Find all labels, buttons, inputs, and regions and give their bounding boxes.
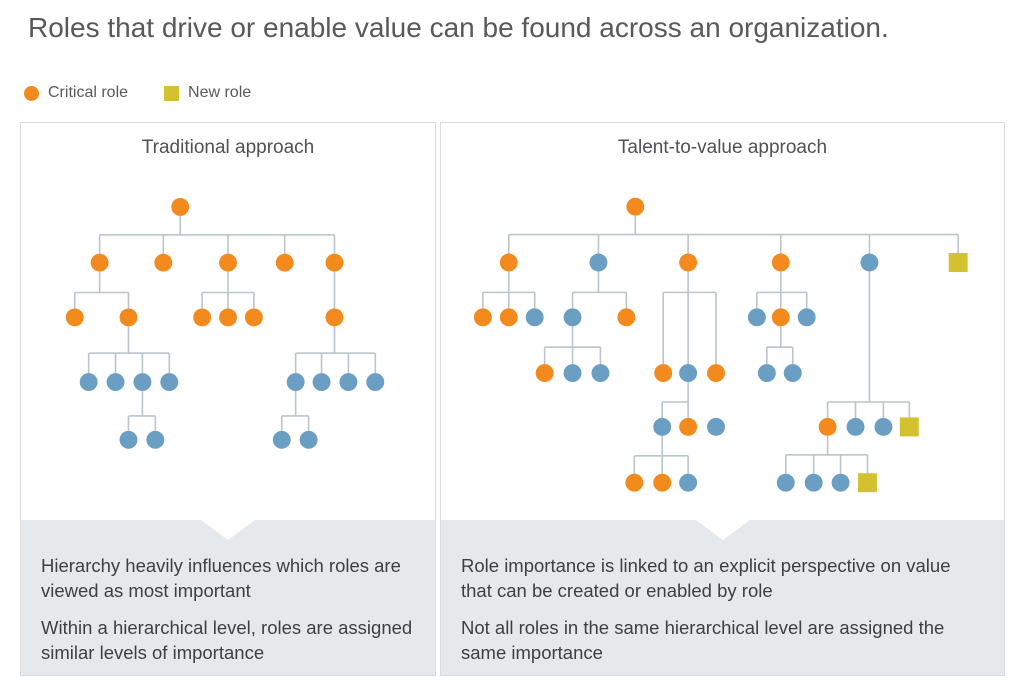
critical-role-node bbox=[771, 253, 790, 272]
caption-text: Not all roles in the same hierarchical l… bbox=[461, 617, 945, 663]
standard-role-node bbox=[525, 308, 544, 327]
critical-role-node bbox=[219, 308, 237, 327]
legend-label: New role bbox=[188, 84, 252, 101]
standard-role-node bbox=[757, 364, 776, 383]
legend-item-critical-role: Critical role bbox=[24, 84, 128, 102]
standard-role-node bbox=[679, 473, 698, 492]
critical-role-node bbox=[499, 308, 518, 327]
legend-item-new-role: New role bbox=[164, 84, 251, 102]
standard-role-node bbox=[79, 373, 98, 392]
new-role-node bbox=[899, 417, 919, 437]
standard-role-node bbox=[563, 308, 582, 327]
standard-role-node bbox=[846, 417, 865, 436]
caption-talent-to-value: Role importance is linked to an explicit… bbox=[441, 520, 1004, 675]
critical-role-node bbox=[617, 308, 636, 327]
talent-to-value-org-chart bbox=[473, 197, 968, 493]
traditional-org-chart bbox=[65, 197, 385, 449]
critical-role-node bbox=[707, 364, 725, 383]
caption-text: Hierarchy heavily influences which roles… bbox=[41, 555, 401, 601]
caption-notch-icon bbox=[201, 520, 255, 540]
critical-role-node bbox=[171, 197, 190, 216]
page-title: Roles that drive or enable value can be … bbox=[28, 12, 889, 43]
standard-role-node bbox=[797, 308, 816, 327]
legend-label: Critical role bbox=[48, 84, 129, 101]
critical-role-node bbox=[653, 473, 672, 492]
critical-role-node bbox=[535, 364, 554, 383]
critical-role-icon bbox=[24, 85, 39, 101]
standard-role-node bbox=[679, 364, 698, 383]
standard-role-node bbox=[783, 364, 802, 383]
critical-role-node bbox=[626, 197, 645, 216]
critical-role-node bbox=[65, 308, 84, 327]
standard-role-node bbox=[339, 373, 358, 392]
standard-role-node bbox=[874, 417, 893, 436]
critical-role-node bbox=[154, 253, 173, 272]
critical-role-node bbox=[654, 364, 673, 383]
standard-role-node bbox=[747, 308, 766, 327]
standard-role-node bbox=[653, 417, 672, 436]
standard-role-node bbox=[831, 473, 850, 492]
critical-role-node bbox=[325, 308, 344, 327]
critical-role-node bbox=[275, 253, 294, 272]
standard-role-node bbox=[589, 253, 608, 272]
standard-role-node bbox=[119, 430, 138, 449]
critical-role-node bbox=[818, 417, 837, 436]
standard-role-node bbox=[591, 364, 610, 383]
caption-text: Within a hierarchical level, roles are a… bbox=[41, 617, 413, 663]
standard-role-node bbox=[133, 373, 152, 392]
new-role-icon bbox=[164, 85, 180, 101]
standard-role-node bbox=[106, 373, 125, 392]
critical-role-node bbox=[244, 308, 263, 327]
panel-heading: Talent-to-value approach bbox=[617, 137, 828, 158]
critical-role-node bbox=[219, 253, 237, 272]
standard-role-node bbox=[776, 473, 795, 492]
standard-role-node bbox=[804, 473, 823, 492]
standard-role-node bbox=[299, 430, 318, 449]
caption-text: Role importance is linked to an explicit… bbox=[461, 555, 951, 601]
standard-role-node bbox=[312, 373, 331, 392]
new-role-node bbox=[948, 253, 968, 272]
critical-role-node bbox=[679, 253, 698, 272]
critical-role-node bbox=[90, 253, 109, 272]
standard-role-node bbox=[563, 364, 582, 383]
caption-traditional: Hierarchy heavily influences which roles… bbox=[21, 520, 435, 675]
critical-role-node bbox=[325, 253, 344, 272]
standard-role-node bbox=[366, 373, 385, 392]
critical-role-node bbox=[193, 308, 212, 327]
standard-role-node bbox=[860, 253, 879, 272]
critical-role-node bbox=[679, 417, 698, 436]
legend: Critical role New role bbox=[24, 84, 277, 102]
standard-role-node bbox=[286, 373, 305, 392]
critical-role-node bbox=[473, 308, 492, 327]
critical-role-node bbox=[499, 253, 518, 272]
critical-role-node bbox=[771, 308, 790, 327]
panel-traditional-approach: Traditional approach Hierarchy heavily i… bbox=[20, 122, 436, 676]
panel-heading: Traditional approach bbox=[141, 137, 315, 158]
standard-role-node bbox=[707, 417, 725, 436]
new-role-node bbox=[858, 473, 877, 493]
panel-talent-to-value-approach: Talent-to-value approach Role importance… bbox=[440, 122, 1005, 676]
critical-role-node bbox=[625, 473, 644, 492]
standard-role-node bbox=[146, 430, 165, 449]
caption-notch-icon bbox=[695, 520, 750, 540]
standard-role-node bbox=[160, 373, 179, 392]
standard-role-node bbox=[272, 430, 291, 449]
critical-role-node bbox=[119, 308, 138, 327]
